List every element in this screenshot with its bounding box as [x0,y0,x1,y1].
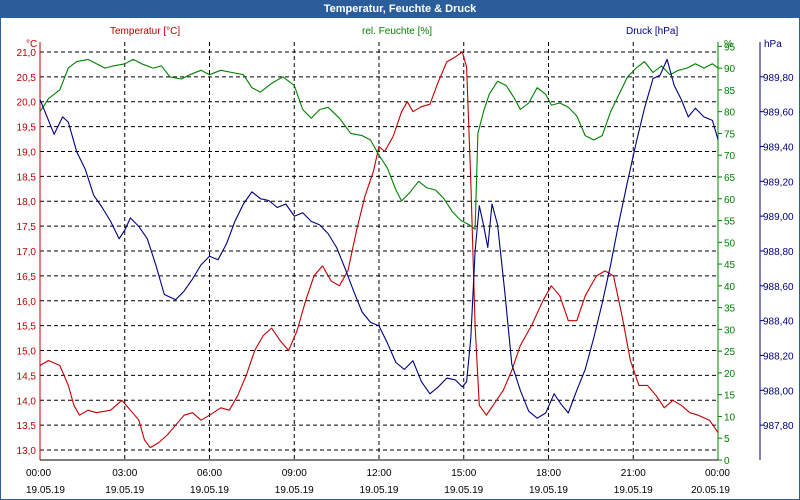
x-tick-date: 20.05.19 [691,485,730,496]
tick-label-humidity: 10 [724,412,736,423]
chart-title: Temperatur, Feuchte & Druck [0,0,800,18]
series-line-humidity [39,58,719,230]
tick-label-humidity: 45 [724,260,736,271]
x-tick-date: 19.05.19 [614,485,653,496]
x-tick-date: 19.05.19 [529,485,568,496]
x-tick-date: 19.05.19 [444,485,483,496]
tick-label-humidity: 75 [724,129,736,140]
x-tick-date: 19.05.19 [26,485,65,496]
tick-label-humidity: 65 [724,173,736,184]
series-line-temperature [39,51,719,449]
tick-label-pressure: 989,00 [763,212,794,223]
tick-label-temperature: 21,0 [17,48,37,59]
tick-label-pressure: 989,60 [763,108,794,119]
tick-label-temperature: 13,5 [17,421,37,432]
series-line-pressure [39,58,719,419]
tick-label-humidity: 60 [724,195,736,206]
tick-label-temperature: 20,5 [17,73,37,84]
x-tick-time: 06:00 [197,468,222,479]
tick-label-humidity: 55 [724,217,736,228]
axis-unit-humidity: % [724,39,733,50]
x-tick-date: 19.05.19 [190,485,229,496]
tick-label-temperature: 20,0 [17,98,37,109]
tick-label-pressure: 988,60 [763,282,794,293]
tick-label-humidity: 90 [724,64,736,75]
tick-label-humidity: 95 [724,42,736,53]
x-tick-time: 15:00 [451,468,476,479]
tick-label-humidity: 80 [724,108,736,119]
tick-label-pressure: 988,00 [763,386,794,397]
x-tick-time: 00:00 [705,468,730,479]
x-tick-time: 21:00 [621,468,646,479]
tick-label-temperature: 14,5 [17,371,37,382]
axis-title-humidity: rel. Feuchte [%] [362,26,432,37]
x-tick-time: 09:00 [282,468,307,479]
tick-label-temperature: 18,5 [17,172,37,183]
tick-label-pressure: 987,80 [763,421,794,432]
tick-label-temperature: 15,0 [17,347,37,358]
tick-label-humidity: 25 [724,347,736,358]
tick-label-pressure: 989,40 [763,143,794,154]
x-tick-time: 18:00 [536,468,561,479]
x-tick-date: 19.05.19 [105,485,144,496]
axis-unit-temperature: °C [26,39,37,50]
tick-label-humidity: 15 [724,391,736,402]
tick-label-temperature: 17,0 [17,247,37,258]
tick-label-humidity: 40 [724,282,736,293]
x-tick-time: 12:00 [366,468,391,479]
x-tick-time: 00:00 [26,468,51,479]
series-lines [39,51,719,449]
axis-title-temperature: Temperatur [°C] [110,26,180,37]
grid-lines [39,42,719,460]
tick-label-temperature: 14,0 [17,396,37,407]
x-tick-date: 19.05.19 [275,485,314,496]
tick-label-humidity: 5 [724,434,730,445]
tick-label-pressure: 989,20 [763,177,794,188]
tick-label-humidity: 0 [724,456,730,467]
axis-unit-pressure: hPa [764,39,782,50]
tick-label-humidity: 30 [724,325,736,336]
x-tick-date: 19.05.19 [360,485,399,496]
tick-label-temperature: 19,5 [17,123,37,134]
x-tick-time: 03:00 [112,468,137,479]
tick-label-pressure: 988,20 [763,352,794,363]
tick-label-pressure: 989,80 [763,73,794,84]
tick-label-temperature: 15,5 [17,322,37,333]
axes: 13,0 13,5 14,0 14,5 15,0 15,5 16,0 16,5 17,0 17,5… [17,42,794,496]
axis-title-pressure: Druck [hPa] [626,26,678,37]
tick-label-pressure: 988,40 [763,317,794,328]
tick-label-temperature: 16,5 [17,272,37,283]
tick-label-pressure: 988,80 [763,247,794,258]
tick-label-humidity: 85 [724,86,736,97]
tick-label-temperature: 13,0 [17,446,37,457]
tick-label-temperature: 17,5 [17,222,37,233]
tick-label-temperature: 19,0 [17,147,37,158]
tick-label-temperature: 18,0 [17,197,37,208]
tick-label-humidity: 20 [724,369,736,380]
tick-label-humidity: 35 [724,304,736,315]
tick-label-humidity: 50 [724,238,736,249]
tick-label-temperature: 16,0 [17,297,37,308]
tick-label-humidity: 70 [724,151,736,162]
